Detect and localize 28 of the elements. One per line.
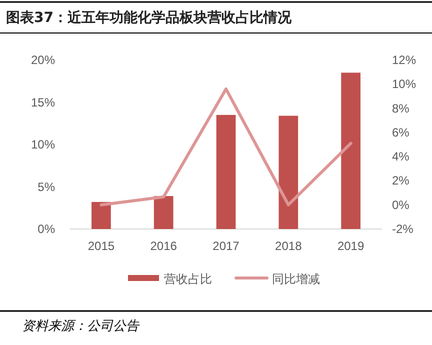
line-series [100,87,352,206]
y-tick-label: 0% [38,222,56,236]
bar [278,116,298,229]
x-tick-label: 2016 [150,239,178,253]
y2-tick-label: 2% [392,174,410,188]
x-tick-label: 2018 [275,239,302,253]
y2-tick-label: 4% [392,150,410,164]
y-tick-label: 5% [38,180,56,194]
bar [92,202,111,229]
bar [154,196,174,229]
chart-title: 图表37：近五年功能化学品板块营收占比情况 [6,9,292,26]
bar [216,114,236,229]
legend-label: 营收占比 [164,272,212,286]
y2-tick-label: 12% [392,53,416,67]
bar [341,72,360,229]
x-tick-label: 2015 [88,239,115,253]
y-tick-label: 10% [30,138,56,152]
y2-tick-label: 8% [392,101,410,116]
y2-tick-label: -2% [392,222,414,236]
y2-tick-label: 0% [392,198,410,212]
x-tick-label: 2019 [337,239,364,253]
legend-label: 同比增减 [272,272,320,286]
text: 资料来源：公司公告 [22,319,140,334]
y-tick-label: 20% [30,53,56,67]
y2-tick-label: 6% [392,125,410,140]
y2-tick-label: 10% [392,77,416,92]
x-tick-label: 2017 [212,239,240,253]
y-tick-label: 15% [30,95,56,110]
